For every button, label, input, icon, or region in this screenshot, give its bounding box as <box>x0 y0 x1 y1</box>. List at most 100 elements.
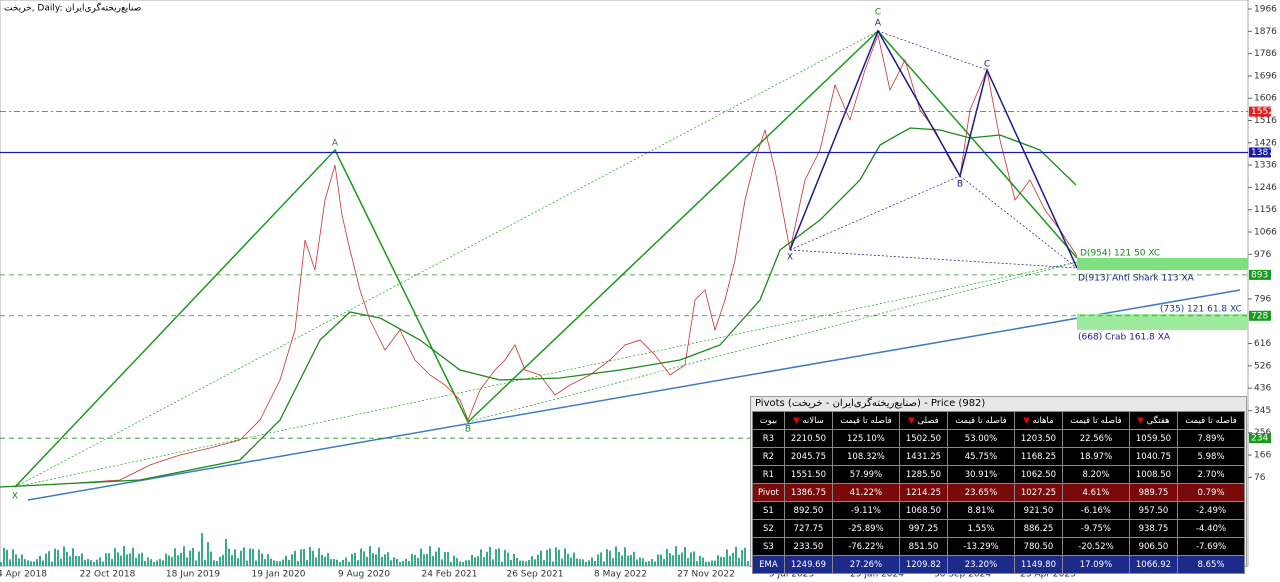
cell: 0.79% <box>1177 483 1245 502</box>
volume-bar <box>378 547 380 566</box>
volume-bar <box>471 554 473 566</box>
cell: -6.16% <box>1062 501 1130 520</box>
chart-header: خریخت, Daily: صنایع‌ریخته‌گری‌ایران <box>4 2 141 14</box>
zone <box>1077 314 1248 330</box>
volume-bar <box>429 546 431 566</box>
volume-bar <box>123 546 125 566</box>
pivot-row: S1 892.50 -9.11% 1068.50 8.81% 921.50 -6.16% 95… <box>752 501 1245 520</box>
volume-bar <box>552 561 554 566</box>
volume-bar <box>447 552 449 566</box>
volume-bar <box>441 559 443 566</box>
cell: 851.50 <box>898 537 949 556</box>
volume-bar <box>81 553 83 566</box>
cell: S2 <box>752 519 785 538</box>
volume-bar <box>72 548 74 566</box>
volume-bar <box>465 560 467 566</box>
volume-bar <box>315 557 317 566</box>
price-tick-label: 345 <box>1254 406 1271 416</box>
pivot-row: S2 727.75 -25.89% 997.25 1.55% 886.25 -9.75% 93… <box>752 519 1245 538</box>
volume-bar <box>627 555 629 566</box>
pivot-row: S3 233.50 -76.22% 851.50 -13.29% 780.50 -20.52… <box>752 537 1245 556</box>
cell: 989.75 <box>1128 483 1179 502</box>
volume-bar <box>738 557 740 566</box>
volume-bar <box>120 555 122 566</box>
point: C <box>875 8 881 18</box>
volume-bar <box>417 557 419 566</box>
cell: 892.50 <box>783 501 834 520</box>
point: A <box>875 19 882 29</box>
volume-bar <box>549 548 551 566</box>
cell: -13.29% <box>947 537 1015 556</box>
volume-bar <box>390 560 392 566</box>
volume-bar <box>747 560 749 566</box>
header-text: هفتگی <box>1146 415 1170 426</box>
header-text: فاصله تا قیمت <box>840 415 892 426</box>
volume-bar <box>9 559 11 566</box>
header-text: فاصله تا قیمت <box>1185 415 1237 426</box>
cell: 41.22% <box>832 483 900 502</box>
cell: R1 <box>752 465 785 484</box>
sort-icon: ▼ <box>793 415 803 426</box>
green-pattern <box>14 29 1078 488</box>
trendline <box>27 289 1241 501</box>
cell: 23.65% <box>947 483 1015 502</box>
date-label: 23 Apr 2025 <box>1020 570 1076 580</box>
date-label: 18 Jun 2019 <box>166 570 220 580</box>
price-tick-label: 1966 <box>1254 5 1277 15</box>
moving-average <box>0 127 1077 488</box>
cell: 1502.50 <box>898 429 949 448</box>
volume-bar <box>333 559 335 566</box>
volume-bar <box>339 561 341 566</box>
volume-bar <box>213 560 215 566</box>
price-tick-label: 1876 <box>1254 27 1277 37</box>
price-tick-label: 1786 <box>1254 49 1277 59</box>
volume-bar <box>480 549 482 566</box>
volume-bar <box>144 561 146 566</box>
volume-bar <box>141 552 143 566</box>
volume-bar <box>174 548 176 566</box>
volume-bar <box>57 549 59 566</box>
cell: 886.25 <box>1013 519 1064 538</box>
cell: 921.50 <box>1013 501 1064 520</box>
volume-bar <box>126 554 128 566</box>
price-tick-label: 1696 <box>1254 71 1277 81</box>
volume-bar <box>594 561 596 566</box>
volume-bar <box>99 557 101 566</box>
volume-bar <box>243 547 245 566</box>
level-tag <box>1249 433 1271 444</box>
volume-bar <box>375 554 377 566</box>
point: A <box>332 139 339 149</box>
volume-bar <box>291 554 293 566</box>
volume-bar <box>330 559 332 566</box>
cell: R2 <box>752 447 785 466</box>
volume-bar <box>420 548 422 566</box>
volume-bar <box>21 554 23 566</box>
annotation: (668) Crab 161.8 XA <box>1078 333 1171 343</box>
header-text: فاصله تا قیمت <box>1070 415 1122 426</box>
cell: 1068.50 <box>898 501 949 520</box>
header-cell: فاصله تا قیمت <box>832 411 900 430</box>
volume-bar <box>702 557 704 566</box>
header-cell: ▼ ماهانه <box>1013 411 1064 430</box>
volume-bar <box>351 553 353 566</box>
volume-bar <box>630 554 632 566</box>
volume-bar <box>312 550 314 566</box>
volume-bar <box>306 560 308 566</box>
price-tick-label: 1246 <box>1254 183 1277 193</box>
panel-title: Pivots (صنایع‌ریخته‌گری‌ایران - خریخت) -… <box>755 398 986 409</box>
volume-bar <box>348 561 350 566</box>
volume-bar <box>408 561 410 566</box>
header-cell: بیوت <box>752 411 785 430</box>
annotation: D(954) 121 50 XC <box>1080 249 1160 259</box>
volume-bar <box>78 556 80 566</box>
volume-bar <box>201 532 203 566</box>
annotation: (735) 121 61.8 XC <box>1160 305 1242 315</box>
volume-bar <box>105 553 107 566</box>
volume-bar <box>621 555 623 566</box>
volume-bar <box>426 554 428 566</box>
volume-bar <box>0 562 2 566</box>
volume-bar <box>252 549 254 566</box>
volume-bar <box>261 553 263 566</box>
volume-bar <box>282 559 284 566</box>
volume-bar <box>711 560 713 566</box>
